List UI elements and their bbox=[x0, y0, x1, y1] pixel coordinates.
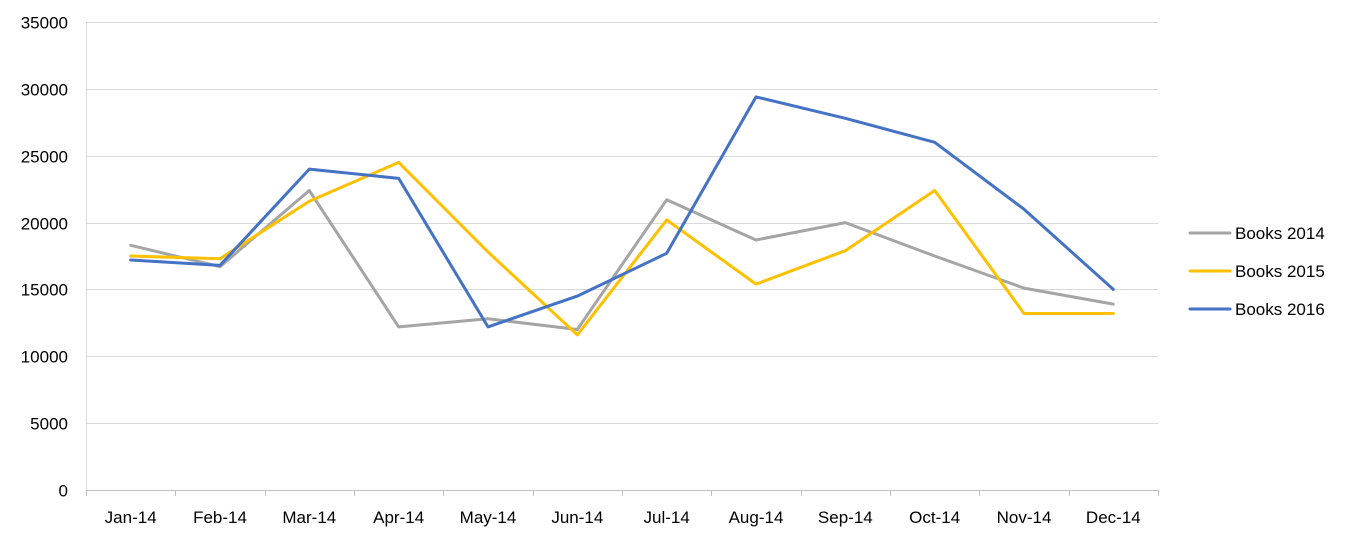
y-tick-label: 35000 bbox=[21, 14, 68, 33]
axes bbox=[86, 22, 1159, 496]
y-tick-label: 30000 bbox=[21, 81, 68, 100]
x-tick-label: Aug-14 bbox=[729, 508, 784, 527]
y-tick-label: 25000 bbox=[21, 148, 68, 167]
tick-labels: 0 5000 10000 15000 20000 25000 30000 35000 Jan-1… bbox=[21, 14, 1141, 528]
x-tick-label: Jan-14 bbox=[105, 508, 157, 527]
legend-label: Books 2016 bbox=[1235, 300, 1325, 319]
legend-label: Books 2015 bbox=[1235, 262, 1325, 281]
y-tick-label: 0 bbox=[59, 482, 68, 501]
x-tick-label: Dec-14 bbox=[1086, 508, 1141, 527]
x-tick-label: Sep-14 bbox=[818, 508, 873, 527]
x-tick-label: Jul-14 bbox=[644, 508, 690, 527]
legend-label: Books 2014 bbox=[1235, 224, 1325, 243]
y-tick-label: 5000 bbox=[30, 415, 68, 434]
legend: Books 2014 Books 2015 Books 2016 bbox=[1188, 224, 1325, 319]
series-line-books-2015 bbox=[129, 160, 1115, 337]
y-tick-label: 15000 bbox=[21, 281, 68, 300]
x-tick-label: Mar-14 bbox=[282, 508, 336, 527]
series-lines bbox=[129, 95, 1115, 337]
x-tick-label: Feb-14 bbox=[193, 508, 247, 527]
x-tick-label: Oct-14 bbox=[909, 508, 960, 527]
x-tick-label: Apr-14 bbox=[373, 508, 424, 527]
y-tick-label: 10000 bbox=[21, 348, 68, 367]
series-line-books-2014 bbox=[129, 189, 1115, 331]
gridlines bbox=[86, 22, 1158, 424]
y-tick-label: 20000 bbox=[21, 215, 68, 234]
x-tick-label: May-14 bbox=[460, 508, 517, 527]
series-line-books-2016 bbox=[129, 95, 1115, 329]
x-tick-label: Nov-14 bbox=[997, 508, 1052, 527]
x-tick-label: Jun-14 bbox=[551, 508, 603, 527]
